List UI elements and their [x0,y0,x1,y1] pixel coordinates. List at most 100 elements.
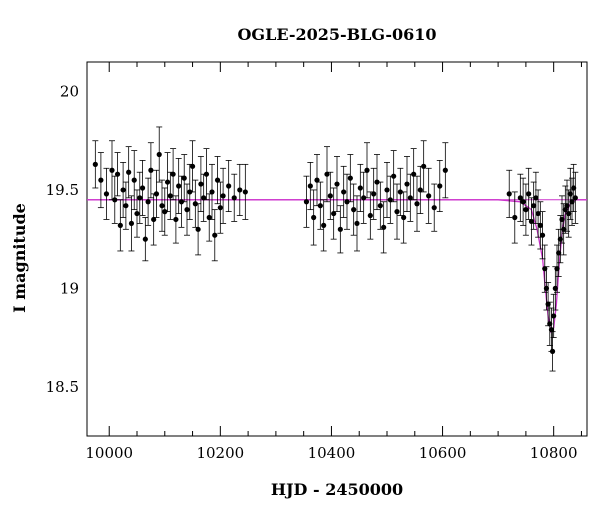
data-point [327,193,333,199]
data-point [549,348,556,354]
data-point [153,191,160,197]
data-point [506,191,512,197]
y-tick-label: 19.5 [46,181,79,199]
data-point [401,214,407,221]
data-point [203,171,210,177]
data-point [417,187,423,193]
x-tick-label: 10800 [530,444,578,462]
data-point [156,151,162,158]
x-tick-label: 10400 [308,444,356,462]
data-point [512,214,518,221]
data-point [387,197,393,203]
data-point [217,205,223,211]
data-point [414,201,420,207]
data-point [164,179,171,185]
data-point [520,199,526,205]
data-point [364,167,370,173]
data-point [128,220,135,227]
data-point [114,171,121,177]
data-point [437,183,443,189]
data-point [331,210,337,217]
data-point [209,189,215,195]
data-point [184,207,190,213]
data-point [220,193,226,199]
x-tick-label: 10000 [85,444,133,462]
data-point [344,199,350,205]
data-point [411,171,417,177]
data-point [533,195,539,201]
data-point [407,195,413,201]
data-point [517,195,523,201]
data-point [120,187,126,193]
data-point [377,203,383,209]
data-point [311,214,317,221]
data-point [442,167,448,173]
data-point [123,203,129,209]
data-point [431,205,437,211]
data-point [354,220,360,227]
data-point [528,218,535,225]
data-point [572,195,578,201]
data-point [537,222,543,228]
chart-title: OGLE-2025-BLG-0610 [237,25,436,44]
data-point [173,216,179,223]
data-point [351,207,357,213]
data-point [212,232,218,238]
data-point [142,236,148,242]
data-point [391,173,397,179]
x-tick-label: 10200 [196,444,244,462]
y-axis-title: I magnitude [10,203,29,313]
data-point [206,214,212,221]
data-point [539,232,546,238]
data-point [535,210,541,217]
data-point [134,210,140,217]
data-point [92,161,98,167]
data-point [214,177,221,183]
data-point [151,216,157,223]
data-point [551,313,557,319]
data-point [103,191,110,197]
data-point [371,191,377,197]
data-point [148,167,154,173]
data-point [381,224,387,230]
data-point [131,177,137,183]
data-point [126,169,132,175]
plot-area: 10000 10200 10400 10600 10800 18.5 19 19.5 20 [46,61,588,462]
data-point [347,175,353,181]
data-point [548,327,555,333]
data-point [421,163,427,169]
data-point [374,179,380,185]
data-point [526,191,532,197]
data-point [361,195,367,201]
data-point [242,189,248,195]
data-point [98,177,104,183]
data-point [181,175,187,181]
data-point [426,193,432,199]
data-point [231,195,237,201]
x-tick-label: 10600 [419,444,467,462]
data-point [341,189,347,195]
data-point [324,171,330,177]
x-axis-title: HJD - 2450000 [271,480,403,499]
data-point [303,199,310,205]
data-point [109,167,115,173]
data-point [237,187,243,193]
data-point [176,183,182,189]
data-point [137,195,143,201]
data-point [357,185,363,191]
data-point [201,195,207,201]
data-point [394,209,400,215]
data-point [167,193,173,199]
data-point [317,203,323,209]
data-point [334,181,340,187]
data-point [170,171,176,177]
y-tick-label: 19 [60,279,79,297]
data-point [321,222,327,228]
data-point [195,226,201,232]
data-point [523,207,529,213]
data-point [139,185,146,191]
data-point [367,212,373,219]
data-point [531,203,537,209]
data-point [189,163,196,169]
